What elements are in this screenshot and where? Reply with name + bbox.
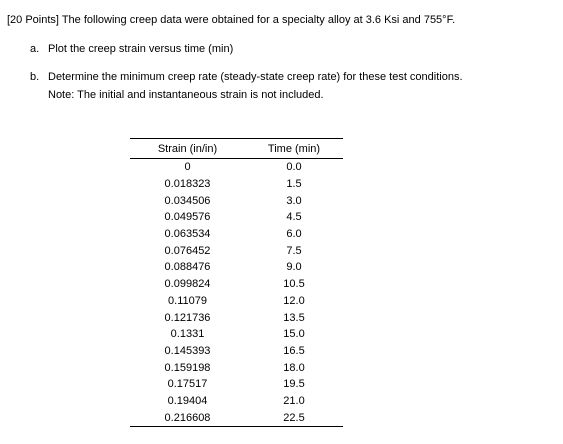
table-row: 0.018323 1.5 [130,176,343,193]
problem-item-b: b. Determine the minimum creep rate (stea… [30,70,463,84]
item-text: Determine the minimum creep rate (steady… [48,71,463,83]
time-cell: 0.0 [286,161,302,174]
strain-cell: 0.19404 [167,394,208,407]
table-row: 0.076452 7.5 [130,242,343,259]
table-row: 0.049576 4.5 [130,209,343,226]
item-marker: b. [30,71,40,83]
strain-cell: 0.034506 [164,194,211,207]
time-cell: 9.0 [286,261,302,274]
time-cell: 15.0 [283,328,305,341]
table-row: 0.145393 16.5 [130,343,343,360]
time-cell: 19.5 [283,378,305,391]
time-cell: 3.0 [286,194,302,207]
header-time: Time (min) [245,138,343,159]
header-strain: Strain (in/in) [130,138,245,159]
strain-cell: 0.11079 [168,294,207,307]
time-cell: 22.5 [283,411,305,424]
strain-cell: 0.145393 [164,344,211,357]
time-cell: 4.5 [286,211,302,224]
table-row: 0.063534 6.0 [130,226,343,243]
strain-cell: 0.121736 [164,311,211,324]
strain-cell: 0.099824 [164,278,211,291]
strain-cell: 0.063534 [164,228,211,241]
time-cell: 1.5 [286,178,302,191]
problem-note: Note: The initial and instantaneous stra… [48,89,324,101]
strain-cell: 0.1331 [170,328,205,341]
time-cell: 7.5 [286,244,302,257]
table-row: 0.17517 19.5 [130,376,343,393]
problem-intro: [20 Points] The following creep data wer… [7,14,456,26]
table-row: 0 0.0 [130,159,343,176]
strain-cell: 0.159198 [164,361,211,374]
strain-cell: 0.049576 [164,211,211,224]
time-cell: 6.0 [286,228,302,241]
table-row: 0.216608 22.5 [130,409,343,426]
table-row: 0.088476 9.0 [130,259,343,276]
table-header-row: Strain (in/in) Time (min) [130,138,343,159]
item-marker: a. [30,43,40,55]
strain-cell: 0.216608 [164,411,211,424]
table-row: 0.1331 15.0 [130,326,343,343]
strain-cell: 0 [184,161,191,174]
strain-cell: 0.076452 [164,244,211,257]
time-cell: 16.5 [283,344,305,357]
table-row: 0.034506 3.0 [130,192,343,209]
time-cell: 13.5 [283,311,305,324]
table-row: 0.159198 18.0 [130,359,343,376]
problem-item-a: a. Plot the creep strain versus time (min… [30,42,233,56]
creep-data-table: Strain (in/in) Time (min) 0 0.0 0.018323 1.… [130,138,343,427]
strain-cell: 0.17517 [167,378,208,391]
time-cell: 12.0 [283,294,305,307]
table-row: 0.121736 13.5 [130,309,343,326]
table-row: 0.11079 12.0 [130,293,343,310]
strain-cell: 0.018323 [164,178,211,191]
strain-cell: 0.088476 [164,261,211,274]
time-cell: 21.0 [283,394,305,407]
item-text: Plot the creep strain versus time (min) [48,43,234,55]
time-cell: 10.5 [283,278,305,291]
table-body: 0 0.0 0.018323 1.5 0.034506 3.0 0.049576 4.5 0.0… [130,159,343,427]
time-cell: 18.0 [283,361,305,374]
table-row: 0.099824 10.5 [130,276,343,293]
table-row: 0.19404 21.0 [130,393,343,410]
